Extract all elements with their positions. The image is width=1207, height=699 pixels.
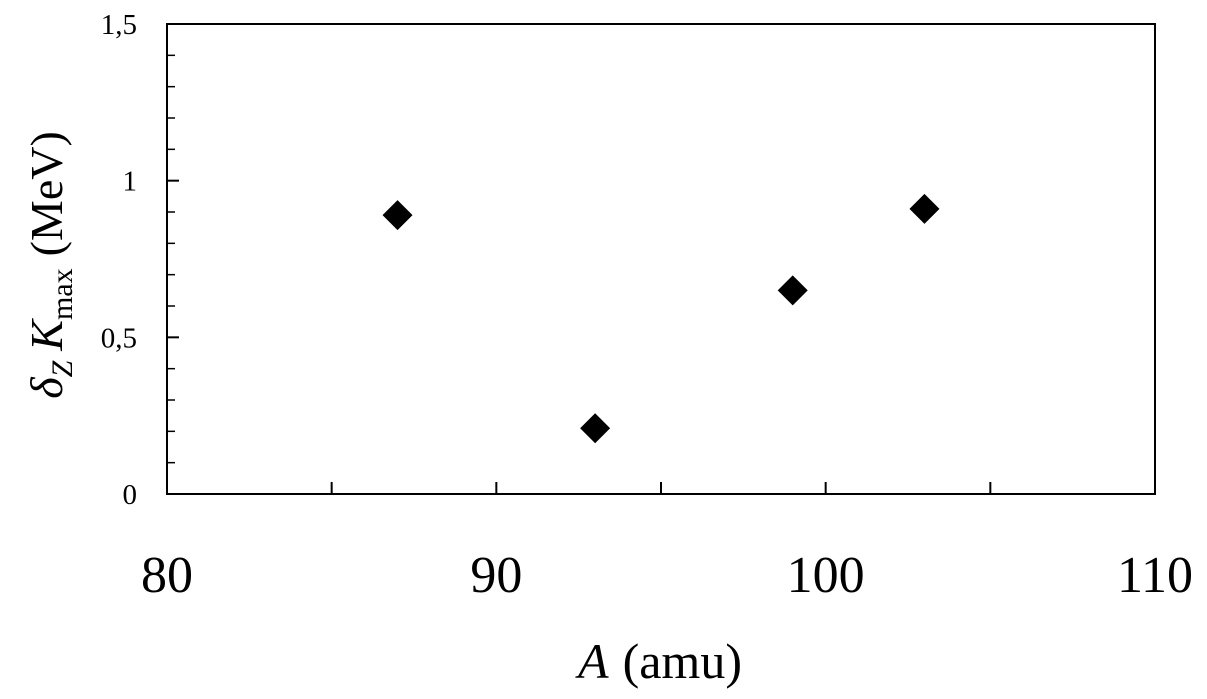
y-label-sub: Z: [46, 360, 79, 377]
y-label-sub2: max: [46, 268, 79, 320]
x-tick-label: 90: [470, 547, 522, 604]
x-label-symbol: A: [575, 633, 609, 689]
y-tick-label: 0: [123, 479, 138, 511]
y-tick-label: 1,5: [101, 9, 137, 41]
data-point: [580, 413, 611, 444]
y-axis-label: δZKmax (MeV): [21, 131, 79, 399]
x-tick-label: 80: [141, 547, 193, 604]
y-label-delta: δ: [21, 377, 72, 399]
y-tick-label: 0,5: [101, 322, 137, 354]
y-label-k: K: [21, 318, 72, 352]
data-point: [382, 200, 413, 231]
x-tick-label: 100: [787, 547, 865, 604]
x-axis-label: A (amu): [575, 633, 742, 689]
plot-frame: [166, 23, 1156, 495]
x-label-unit: (amu): [623, 633, 742, 689]
x-tick-label: 110: [1117, 547, 1193, 604]
y-label-unit: (MeV): [21, 131, 72, 256]
data-point: [909, 193, 940, 224]
y-tick-label: 1: [123, 166, 138, 198]
data-point: [777, 275, 808, 306]
